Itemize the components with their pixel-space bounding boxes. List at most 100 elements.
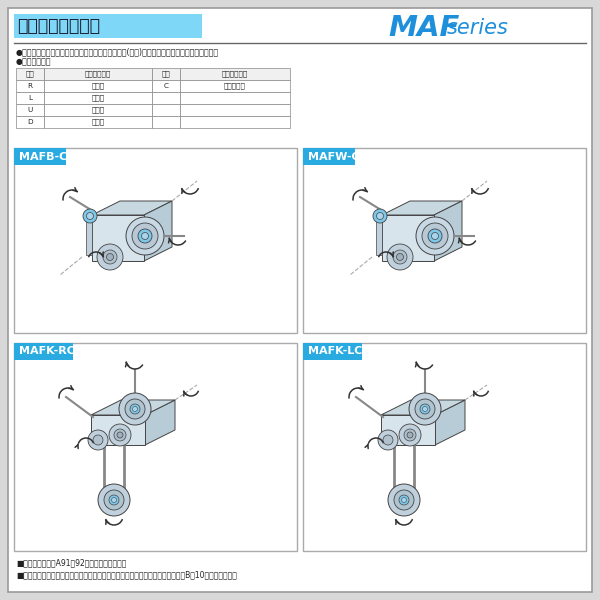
Circle shape bbox=[399, 495, 409, 505]
Circle shape bbox=[107, 253, 113, 260]
Bar bbox=[180, 80, 290, 92]
Text: 出力軸の方向: 出力軸の方向 bbox=[222, 71, 248, 77]
Circle shape bbox=[415, 399, 435, 419]
Text: ●軸配置は入力軸またはモータを手前にして出力軸(青色)の出ている方向で決定して下さい。: ●軸配置は入力軸またはモータを手前にして出力軸(青色)の出ている方向で決定して下… bbox=[16, 47, 219, 56]
Polygon shape bbox=[381, 400, 465, 415]
Bar bbox=[86, 221, 92, 255]
Text: 出力軸両軸: 出力軸両軸 bbox=[224, 83, 246, 89]
Bar bbox=[44, 80, 152, 92]
Circle shape bbox=[428, 229, 442, 243]
Circle shape bbox=[93, 435, 103, 445]
Bar bbox=[14, 343, 73, 360]
Text: R: R bbox=[28, 83, 32, 89]
Bar bbox=[180, 116, 290, 128]
Bar bbox=[303, 343, 586, 551]
Circle shape bbox=[383, 435, 393, 445]
Circle shape bbox=[133, 407, 137, 412]
Circle shape bbox=[88, 430, 108, 450]
Text: MAFK-LC: MAFK-LC bbox=[308, 346, 362, 356]
Bar bbox=[44, 92, 152, 104]
Text: U: U bbox=[28, 107, 32, 113]
Circle shape bbox=[126, 217, 164, 255]
Bar bbox=[180, 92, 290, 104]
Text: 上　側: 上 側 bbox=[91, 107, 104, 113]
Text: 記号: 記号 bbox=[26, 71, 34, 77]
Circle shape bbox=[132, 223, 158, 249]
Circle shape bbox=[112, 497, 116, 503]
Polygon shape bbox=[92, 201, 172, 215]
Circle shape bbox=[409, 393, 441, 425]
Circle shape bbox=[399, 424, 421, 446]
Bar bbox=[44, 68, 152, 80]
Circle shape bbox=[397, 253, 404, 260]
Circle shape bbox=[130, 404, 140, 414]
Bar bbox=[152, 104, 180, 116]
Text: ■特殊な取り付形式については、当社へお問い合わせ下さい。なお、参考としてB－10をご覧下さい。: ■特殊な取り付形式については、当社へお問い合わせ下さい。なお、参考としてB－10… bbox=[16, 570, 237, 579]
Circle shape bbox=[83, 209, 97, 223]
Circle shape bbox=[422, 407, 427, 412]
Circle shape bbox=[109, 495, 119, 505]
Text: 左　側: 左 側 bbox=[91, 95, 104, 101]
Circle shape bbox=[125, 399, 145, 419]
Bar bbox=[44, 104, 152, 116]
Polygon shape bbox=[144, 201, 172, 261]
Circle shape bbox=[378, 430, 398, 450]
Circle shape bbox=[114, 429, 126, 441]
Bar bbox=[303, 343, 362, 360]
Bar bbox=[180, 104, 290, 116]
Bar bbox=[16, 80, 44, 92]
Polygon shape bbox=[382, 215, 434, 261]
Bar bbox=[152, 68, 180, 80]
Text: 軸配置と回転方向: 軸配置と回転方向 bbox=[17, 17, 100, 35]
Bar bbox=[14, 148, 297, 333]
Text: 出力軸の方向: 出力軸の方向 bbox=[85, 71, 111, 77]
Bar bbox=[14, 14, 202, 38]
Polygon shape bbox=[434, 201, 462, 261]
Circle shape bbox=[97, 244, 123, 270]
Bar bbox=[152, 92, 180, 104]
Circle shape bbox=[431, 232, 439, 239]
Bar bbox=[44, 116, 152, 128]
Circle shape bbox=[86, 212, 94, 220]
Circle shape bbox=[119, 393, 151, 425]
Text: MAFB-C: MAFB-C bbox=[19, 151, 67, 161]
Text: MAF: MAF bbox=[388, 14, 460, 42]
Text: MAFW-C: MAFW-C bbox=[308, 151, 359, 161]
Circle shape bbox=[117, 432, 123, 438]
Text: L: L bbox=[28, 95, 32, 101]
Text: MAFK-RC: MAFK-RC bbox=[19, 346, 75, 356]
Text: 右　側: 右 側 bbox=[91, 83, 104, 89]
Circle shape bbox=[420, 404, 430, 414]
Bar bbox=[303, 148, 586, 333]
Text: series: series bbox=[447, 18, 509, 38]
Bar bbox=[16, 104, 44, 116]
Bar bbox=[303, 148, 355, 165]
Text: C: C bbox=[163, 83, 169, 89]
Polygon shape bbox=[382, 201, 462, 215]
Circle shape bbox=[401, 497, 407, 503]
Circle shape bbox=[377, 212, 383, 220]
Polygon shape bbox=[91, 400, 175, 415]
Circle shape bbox=[98, 484, 130, 516]
Bar bbox=[152, 116, 180, 128]
Text: ●軸配置の記号: ●軸配置の記号 bbox=[16, 58, 52, 67]
Circle shape bbox=[373, 209, 387, 223]
Circle shape bbox=[103, 250, 117, 264]
Polygon shape bbox=[91, 415, 145, 445]
Text: ■軸配置の詳細はA91・92を参照して下さい。: ■軸配置の詳細はA91・92を参照して下さい。 bbox=[16, 558, 127, 567]
Circle shape bbox=[138, 229, 152, 243]
Bar bbox=[16, 68, 44, 80]
Circle shape bbox=[393, 250, 407, 264]
Bar bbox=[376, 221, 382, 255]
Text: 下　側: 下 側 bbox=[91, 119, 104, 125]
Circle shape bbox=[109, 424, 131, 446]
Bar bbox=[152, 80, 180, 92]
Text: D: D bbox=[27, 119, 33, 125]
Circle shape bbox=[387, 244, 413, 270]
Polygon shape bbox=[435, 400, 465, 445]
Bar bbox=[14, 343, 297, 551]
Circle shape bbox=[422, 223, 448, 249]
Bar bbox=[180, 68, 290, 80]
Text: 記号: 記号 bbox=[161, 71, 170, 77]
Bar bbox=[14, 148, 66, 165]
